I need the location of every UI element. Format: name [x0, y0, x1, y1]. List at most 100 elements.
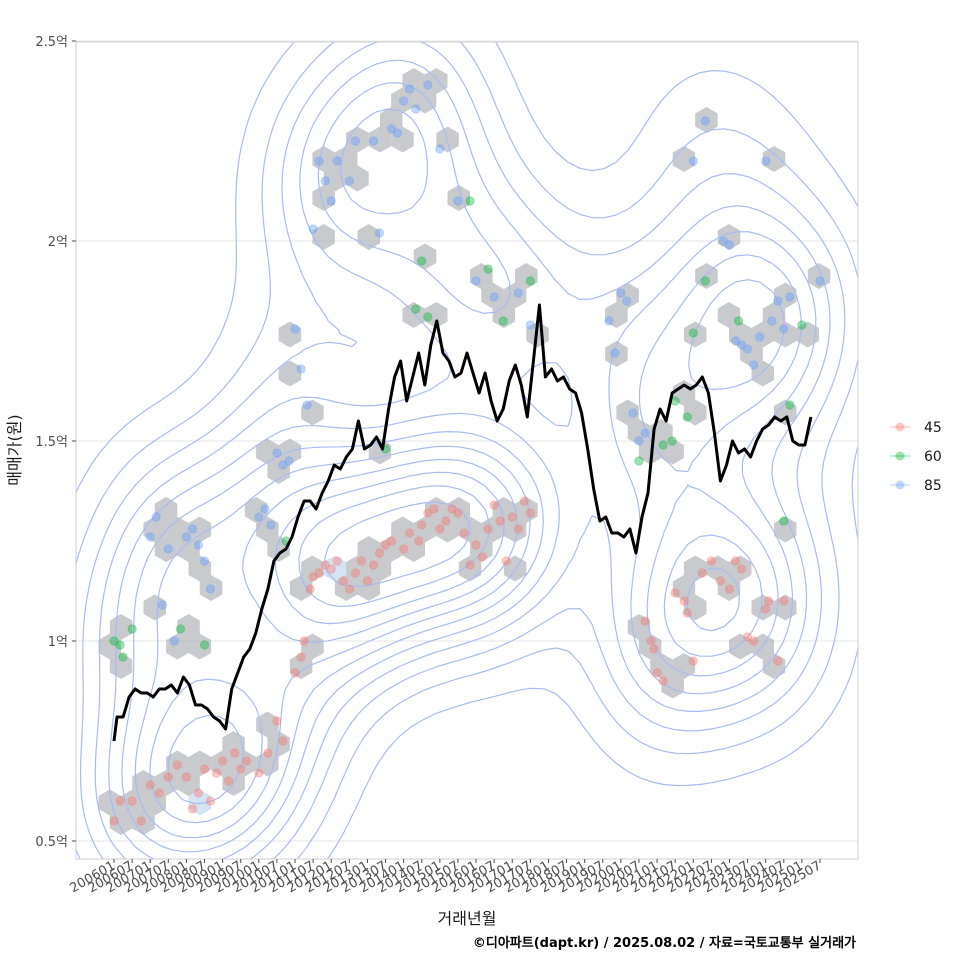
scatter-point-60 [465, 196, 475, 206]
hexbin-cell [357, 575, 380, 601]
scatter-point-45 [242, 756, 252, 766]
hexbin-cell [211, 750, 234, 777]
hexbin-cell [774, 516, 797, 543]
hexbin-layer [98, 68, 831, 835]
hexbin-cell [672, 146, 696, 172]
scatter-point-45 [326, 564, 336, 574]
scatter-point-85 [296, 364, 306, 374]
scatter-point-45 [649, 644, 659, 654]
scatter-point-45 [109, 816, 119, 826]
scatter-point-85 [724, 240, 735, 250]
hexbin-cell [729, 555, 752, 582]
scatter-point-45 [136, 816, 146, 826]
hexbin-cell [256, 438, 279, 465]
density-contour [121, 108, 802, 853]
scatter-point-45 [414, 536, 424, 546]
hexbin-cell [154, 536, 178, 562]
hexbin-cell [413, 516, 437, 543]
scatter-point-85 [513, 288, 523, 298]
scatter-point-45 [715, 576, 726, 586]
hexbin-cell [143, 789, 167, 816]
density-contour [76, 42, 858, 859]
scatter-point-45 [115, 796, 125, 806]
hexbin-cell [695, 107, 718, 133]
hexbin-cell [289, 653, 313, 679]
scatter-point-85 [302, 400, 312, 410]
hexbin-cell [177, 536, 200, 562]
scatter-point-45 [172, 760, 183, 770]
scatter-point-45 [447, 504, 457, 514]
scatter-point-85 [423, 80, 433, 90]
hexbin-cell [729, 633, 752, 660]
scatter-point-85 [308, 224, 318, 234]
scatter-point-85 [260, 504, 270, 514]
scatter-point-60 [199, 640, 210, 650]
scatter-point-85 [266, 520, 276, 530]
scatter-point-45 [350, 568, 361, 578]
scatter-point-45 [362, 576, 373, 586]
scatter-point-60 [634, 456, 644, 466]
scatter-point-60 [175, 624, 186, 634]
hexbin-cell [256, 750, 279, 777]
hexbin-cell [166, 633, 189, 660]
hexbin-cell [762, 653, 786, 679]
scatter-point-45 [344, 584, 355, 594]
hexbin-cell [751, 321, 774, 348]
scatter-point-60 [115, 640, 125, 650]
scatter-point-45 [199, 764, 210, 774]
scatter-point-60 [700, 276, 711, 286]
scatter-point-45 [682, 608, 692, 618]
hexbin-cell [638, 633, 662, 660]
scatter-point-45 [398, 544, 409, 554]
scatter-point-85 [199, 556, 210, 566]
hexbin-cell [661, 438, 684, 465]
hexbin-cell [357, 536, 380, 562]
scatter-point-45 [308, 572, 318, 582]
hexbin-cell [346, 165, 369, 192]
scatter-point-85 [453, 196, 463, 206]
scatter-point-85 [386, 124, 397, 134]
scatter-point-45 [459, 528, 469, 538]
density-contour [94, 59, 831, 859]
hexbin-cell [166, 750, 189, 777]
hexbin-cell [503, 516, 527, 543]
legend-key-45 [895, 422, 905, 432]
hexbin-cell [729, 321, 752, 348]
scatter-point-45 [154, 788, 164, 798]
scatter-point-85 [525, 320, 536, 330]
scatter-point-45 [513, 524, 523, 534]
hexbin-cell [672, 653, 696, 679]
scatter-point-85 [767, 316, 777, 326]
hexbin-cell [346, 555, 369, 582]
scatter-point-60 [682, 412, 692, 422]
hexbin-cell [267, 458, 290, 484]
scatter-point-45 [471, 540, 481, 550]
hexbin-cell [177, 614, 200, 640]
scatter-point-60 [411, 304, 421, 314]
scatter-point-85 [374, 228, 385, 238]
scatter-point-45 [211, 768, 222, 778]
scatter-point-45 [380, 540, 391, 550]
hexbin-cell [188, 555, 212, 582]
density-contour [167, 471, 505, 805]
scatter-point-85 [145, 532, 155, 542]
scatter-point-60 [779, 516, 789, 526]
scatter-point-60 [498, 316, 508, 326]
hexbin-cell [717, 575, 741, 601]
scatter-point-45 [254, 768, 264, 778]
scatter-point-45 [658, 676, 668, 686]
scatter-point-85 [320, 176, 330, 186]
scatter-point-85 [411, 104, 421, 114]
hexbin-cell [717, 302, 741, 328]
hexbin-cell [481, 282, 504, 309]
scatter-point-45 [429, 504, 439, 514]
hexbin-cell [762, 146, 786, 172]
scatter-point-45 [332, 556, 342, 566]
hexbin-cell [515, 263, 538, 289]
scatter-point-45 [706, 556, 717, 566]
scatter-point-45 [229, 748, 240, 758]
legend-label: 60 [924, 449, 942, 465]
scatter-point-85 [742, 344, 753, 354]
hexbin-cell [762, 302, 786, 328]
scatter-point-45 [145, 780, 155, 790]
